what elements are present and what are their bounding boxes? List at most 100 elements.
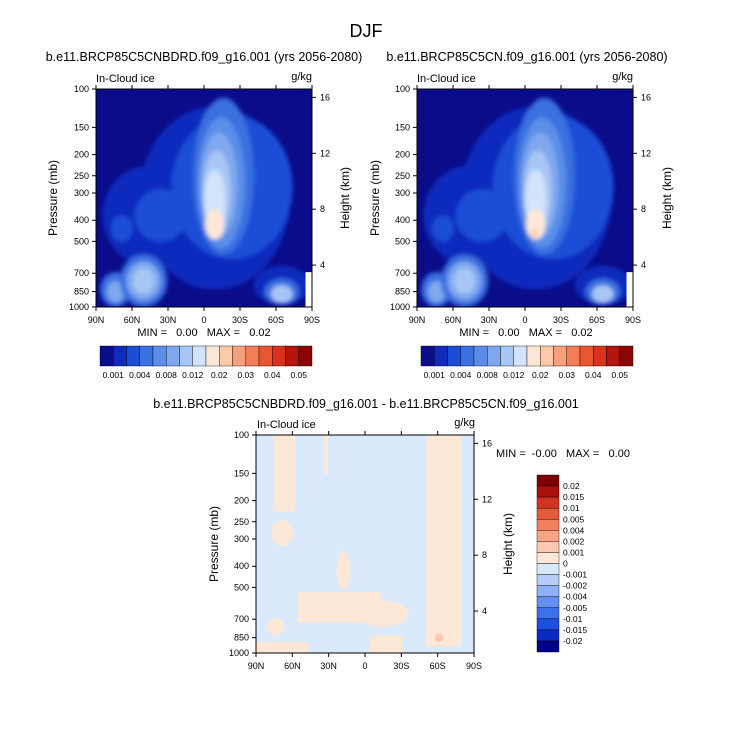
y-tick-label: 150 (234, 468, 249, 478)
missing-data (626, 272, 633, 307)
contour-band (336, 550, 350, 590)
colorbar-swatch (553, 345, 567, 367)
colorbar-label: 0.02 (532, 370, 549, 380)
colorbar-label: 0.005 (563, 514, 585, 524)
y-right-tick-label: 16 (641, 92, 651, 102)
variable-label: In-Cloud ice (417, 73, 476, 85)
colorbar-swatch (579, 345, 594, 367)
colorbar-label: 0.01 (563, 503, 580, 513)
y-tick-label: 100 (74, 84, 89, 94)
contour-band (323, 435, 328, 475)
colorbar-swatch (152, 345, 167, 367)
colorbar-label: 0.04 (264, 370, 281, 380)
colorbar: 0.001 0.004 0.008 0.012 0.02 0.03 0.04 0.05 (420, 345, 634, 380)
colorbar-swatch (205, 345, 220, 367)
contour-band (426, 435, 461, 647)
contour-band (271, 520, 294, 547)
colorbar-swatch (536, 607, 560, 620)
y-tick-label: 250 (74, 171, 89, 181)
x-tick-label: 90S (625, 315, 641, 325)
colorbar: 0.001 0.004 0.008 0.012 0.02 0.03 0.04 0.05 (99, 345, 313, 380)
y-tick-label: 200 (234, 496, 249, 506)
colorbar-label: 0.05 (290, 370, 307, 380)
colorbar-label: -0.015 (563, 625, 587, 635)
colorbar-label: 0.03 (237, 370, 254, 380)
y-tick-label: 850 (74, 287, 89, 297)
colorbar-swatch (536, 507, 560, 520)
contour-band (270, 285, 293, 303)
contour-band (427, 280, 446, 303)
y-tick-label: 700 (74, 268, 89, 278)
panel-bdrd: b.e11.BRCP85C5CNBDRD.f09_g16.001 (yrs 20… (46, 50, 363, 380)
x-tick-label: 60S (430, 661, 446, 671)
colorbar-swatch (272, 345, 286, 367)
colorbar-swatch (473, 345, 488, 367)
contour-field (100, 97, 312, 307)
y-right-tick-label: 4 (482, 606, 487, 616)
panel-title: b.e11.BRCP85C5CNBDRD.f09_g16.001 - b.e11… (153, 397, 579, 411)
x-tick-label: 30N (481, 315, 498, 325)
contour-band (369, 635, 403, 653)
contour-band (432, 215, 454, 242)
colorbar-label: 0.004 (450, 370, 472, 380)
x-tick-label: 0 (362, 661, 367, 671)
x-tick-label: 30S (232, 315, 248, 325)
y-right-tick-label: 4 (641, 260, 646, 270)
colorbar-label: 0.015 (563, 492, 585, 502)
contour-band (455, 189, 508, 242)
y-tick-label: 1000 (229, 648, 249, 658)
colorbar-swatch (192, 345, 207, 367)
colorbar-label: 0.012 (182, 370, 204, 380)
y-tick-label: 1000 (69, 302, 89, 312)
y-tick-label: 500 (74, 236, 89, 246)
y-tick-label: 700 (395, 268, 410, 278)
colorbar-label: 0.001 (103, 370, 125, 380)
units-label: g/kg (291, 71, 312, 83)
colorbar-swatch (536, 496, 560, 509)
colorbar-swatch (593, 345, 607, 367)
colorbar-swatch (536, 541, 560, 553)
colorbar-label: 0.004 (129, 370, 151, 380)
colorbar-label: 0 (563, 559, 568, 569)
y-right-tick-label: 4 (320, 260, 325, 270)
colorbar-swatch (513, 345, 528, 367)
colorbar-label: 0.001 (563, 547, 585, 557)
colorbar-label: -0.004 (563, 592, 587, 602)
colorbar-label: -0.002 (563, 581, 587, 591)
colorbar-swatch (536, 485, 560, 498)
min-max-text: MIN = 0.00 MAX = 0.02 (137, 327, 270, 339)
panel-cn: b.e11.BRCP85C5CN.f09_g16.001 (yrs 2056-2… (368, 50, 674, 380)
contour-band (256, 642, 309, 653)
y-right-tick-label: 8 (641, 204, 646, 214)
y-tick-label: 250 (395, 171, 410, 181)
y-right-tick-label: 16 (482, 438, 492, 448)
x-tick-label: 0 (201, 315, 206, 325)
y-axis-label: Pressure (mb) (368, 160, 382, 236)
colorbar-swatch (500, 345, 514, 367)
colorbar-label: 0.008 (156, 370, 178, 380)
colorbar-label: 0.05 (611, 370, 628, 380)
x-tick-label: 60S (268, 315, 284, 325)
x-tick-label: 90N (248, 661, 265, 671)
colorbar-swatch (434, 345, 448, 367)
contour-band (273, 435, 296, 512)
contour-band (132, 267, 155, 294)
colorbar-swatch (447, 345, 461, 367)
axes: 90N 60N 30N 0 30S 60S 90S 100 150 200 250 300 400 500… (69, 84, 330, 325)
x-tick-label: 90S (466, 661, 482, 671)
contour-band (356, 600, 409, 627)
x-tick-label: 60S (589, 315, 605, 325)
contour-band (453, 267, 476, 294)
colorbar-swatch (536, 474, 560, 487)
x-tick-label: 90N (409, 315, 426, 325)
units-label: g/kg (454, 417, 475, 429)
x-tick-label: 30N (320, 661, 337, 671)
colorbar-swatch (166, 345, 180, 367)
contour-band (106, 280, 125, 303)
colorbar-swatch (536, 530, 560, 542)
y-tick-label: 500 (234, 582, 249, 592)
contour-band (205, 208, 225, 240)
colorbar-swatch (232, 345, 246, 367)
